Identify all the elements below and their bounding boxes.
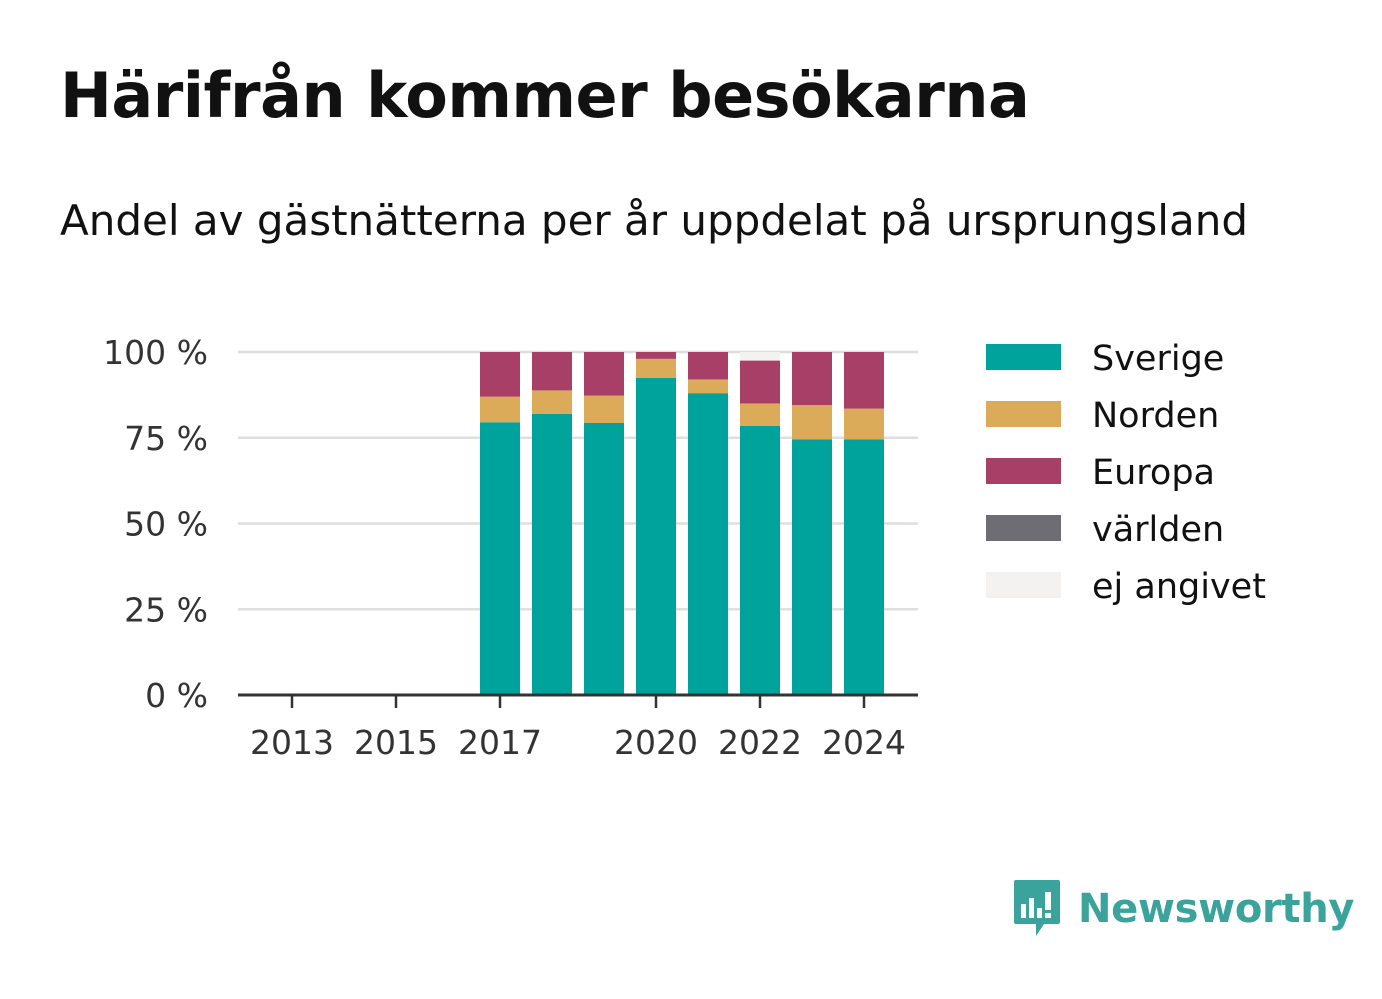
legend-swatch — [986, 572, 1061, 598]
x-tick-label: 2024 — [822, 723, 906, 762]
bar-segment — [636, 358, 676, 378]
bar-segment — [532, 413, 572, 695]
chart-subtitle: Andel av gästnätterna per år uppdelat på… — [60, 196, 1248, 245]
bar-segment — [688, 379, 728, 394]
bar-segment — [532, 390, 572, 414]
bar-segment — [740, 352, 780, 361]
bar-segment — [740, 403, 780, 426]
y-tick-label: 25 % — [124, 590, 208, 629]
bar-segment — [480, 396, 520, 423]
bar-segment — [844, 408, 884, 440]
legend-label: Norden — [1092, 396, 1219, 436]
x-tick-label: 2017 — [458, 723, 542, 762]
bar-segment — [688, 393, 728, 695]
bar-segment — [480, 422, 520, 695]
bar-segment — [792, 352, 832, 406]
legend-label: ej angivet — [1092, 567, 1266, 607]
y-tick-label: 75 % — [124, 419, 208, 458]
brand-logo: Newsworthy — [1012, 878, 1355, 940]
bar-segment — [584, 352, 624, 396]
axes: 0 % 25 % 50 % 75 % 100 % 2013 2015 2017 2020 2022… — [103, 333, 918, 762]
bar-segment — [532, 352, 572, 391]
y-tick-label: 50 % — [124, 505, 208, 544]
bar-segment — [792, 405, 832, 440]
bar-segment — [740, 360, 780, 404]
bar-segment — [636, 352, 676, 359]
legend-swatch — [986, 344, 1061, 370]
legend-swatch — [986, 458, 1061, 484]
bar-segment — [844, 352, 884, 409]
bar-segment — [636, 377, 676, 695]
bar-segment — [584, 395, 624, 424]
chart-title: Härifrån kommer besökarna — [60, 59, 1030, 132]
x-tick-label: 2022 — [718, 723, 802, 762]
legend-label: Sverige — [1092, 339, 1224, 379]
legend: Sverige Norden Europa världen ej angivet — [986, 339, 1266, 607]
legend-label: Europa — [1092, 453, 1215, 493]
x-tick-label: 2013 — [250, 723, 334, 762]
legend-swatch — [986, 401, 1061, 427]
bars — [480, 352, 884, 695]
bar-segment — [792, 439, 832, 695]
bar-segment — [584, 423, 624, 695]
legend-swatch — [986, 515, 1061, 541]
brand-name: Newsworthy — [1078, 886, 1355, 932]
y-tick-label: 0 % — [145, 676, 208, 715]
bar-segment — [844, 439, 884, 695]
x-tick-label: 2015 — [354, 723, 438, 762]
y-tick-label: 100 % — [103, 333, 208, 372]
bar-segment — [480, 352, 520, 397]
newsworthy-icon — [1014, 880, 1060, 936]
x-tick-label: 2020 — [614, 723, 698, 762]
legend-label: världen — [1092, 510, 1224, 550]
bar-segment — [740, 425, 780, 695]
bar-segment — [688, 352, 728, 380]
